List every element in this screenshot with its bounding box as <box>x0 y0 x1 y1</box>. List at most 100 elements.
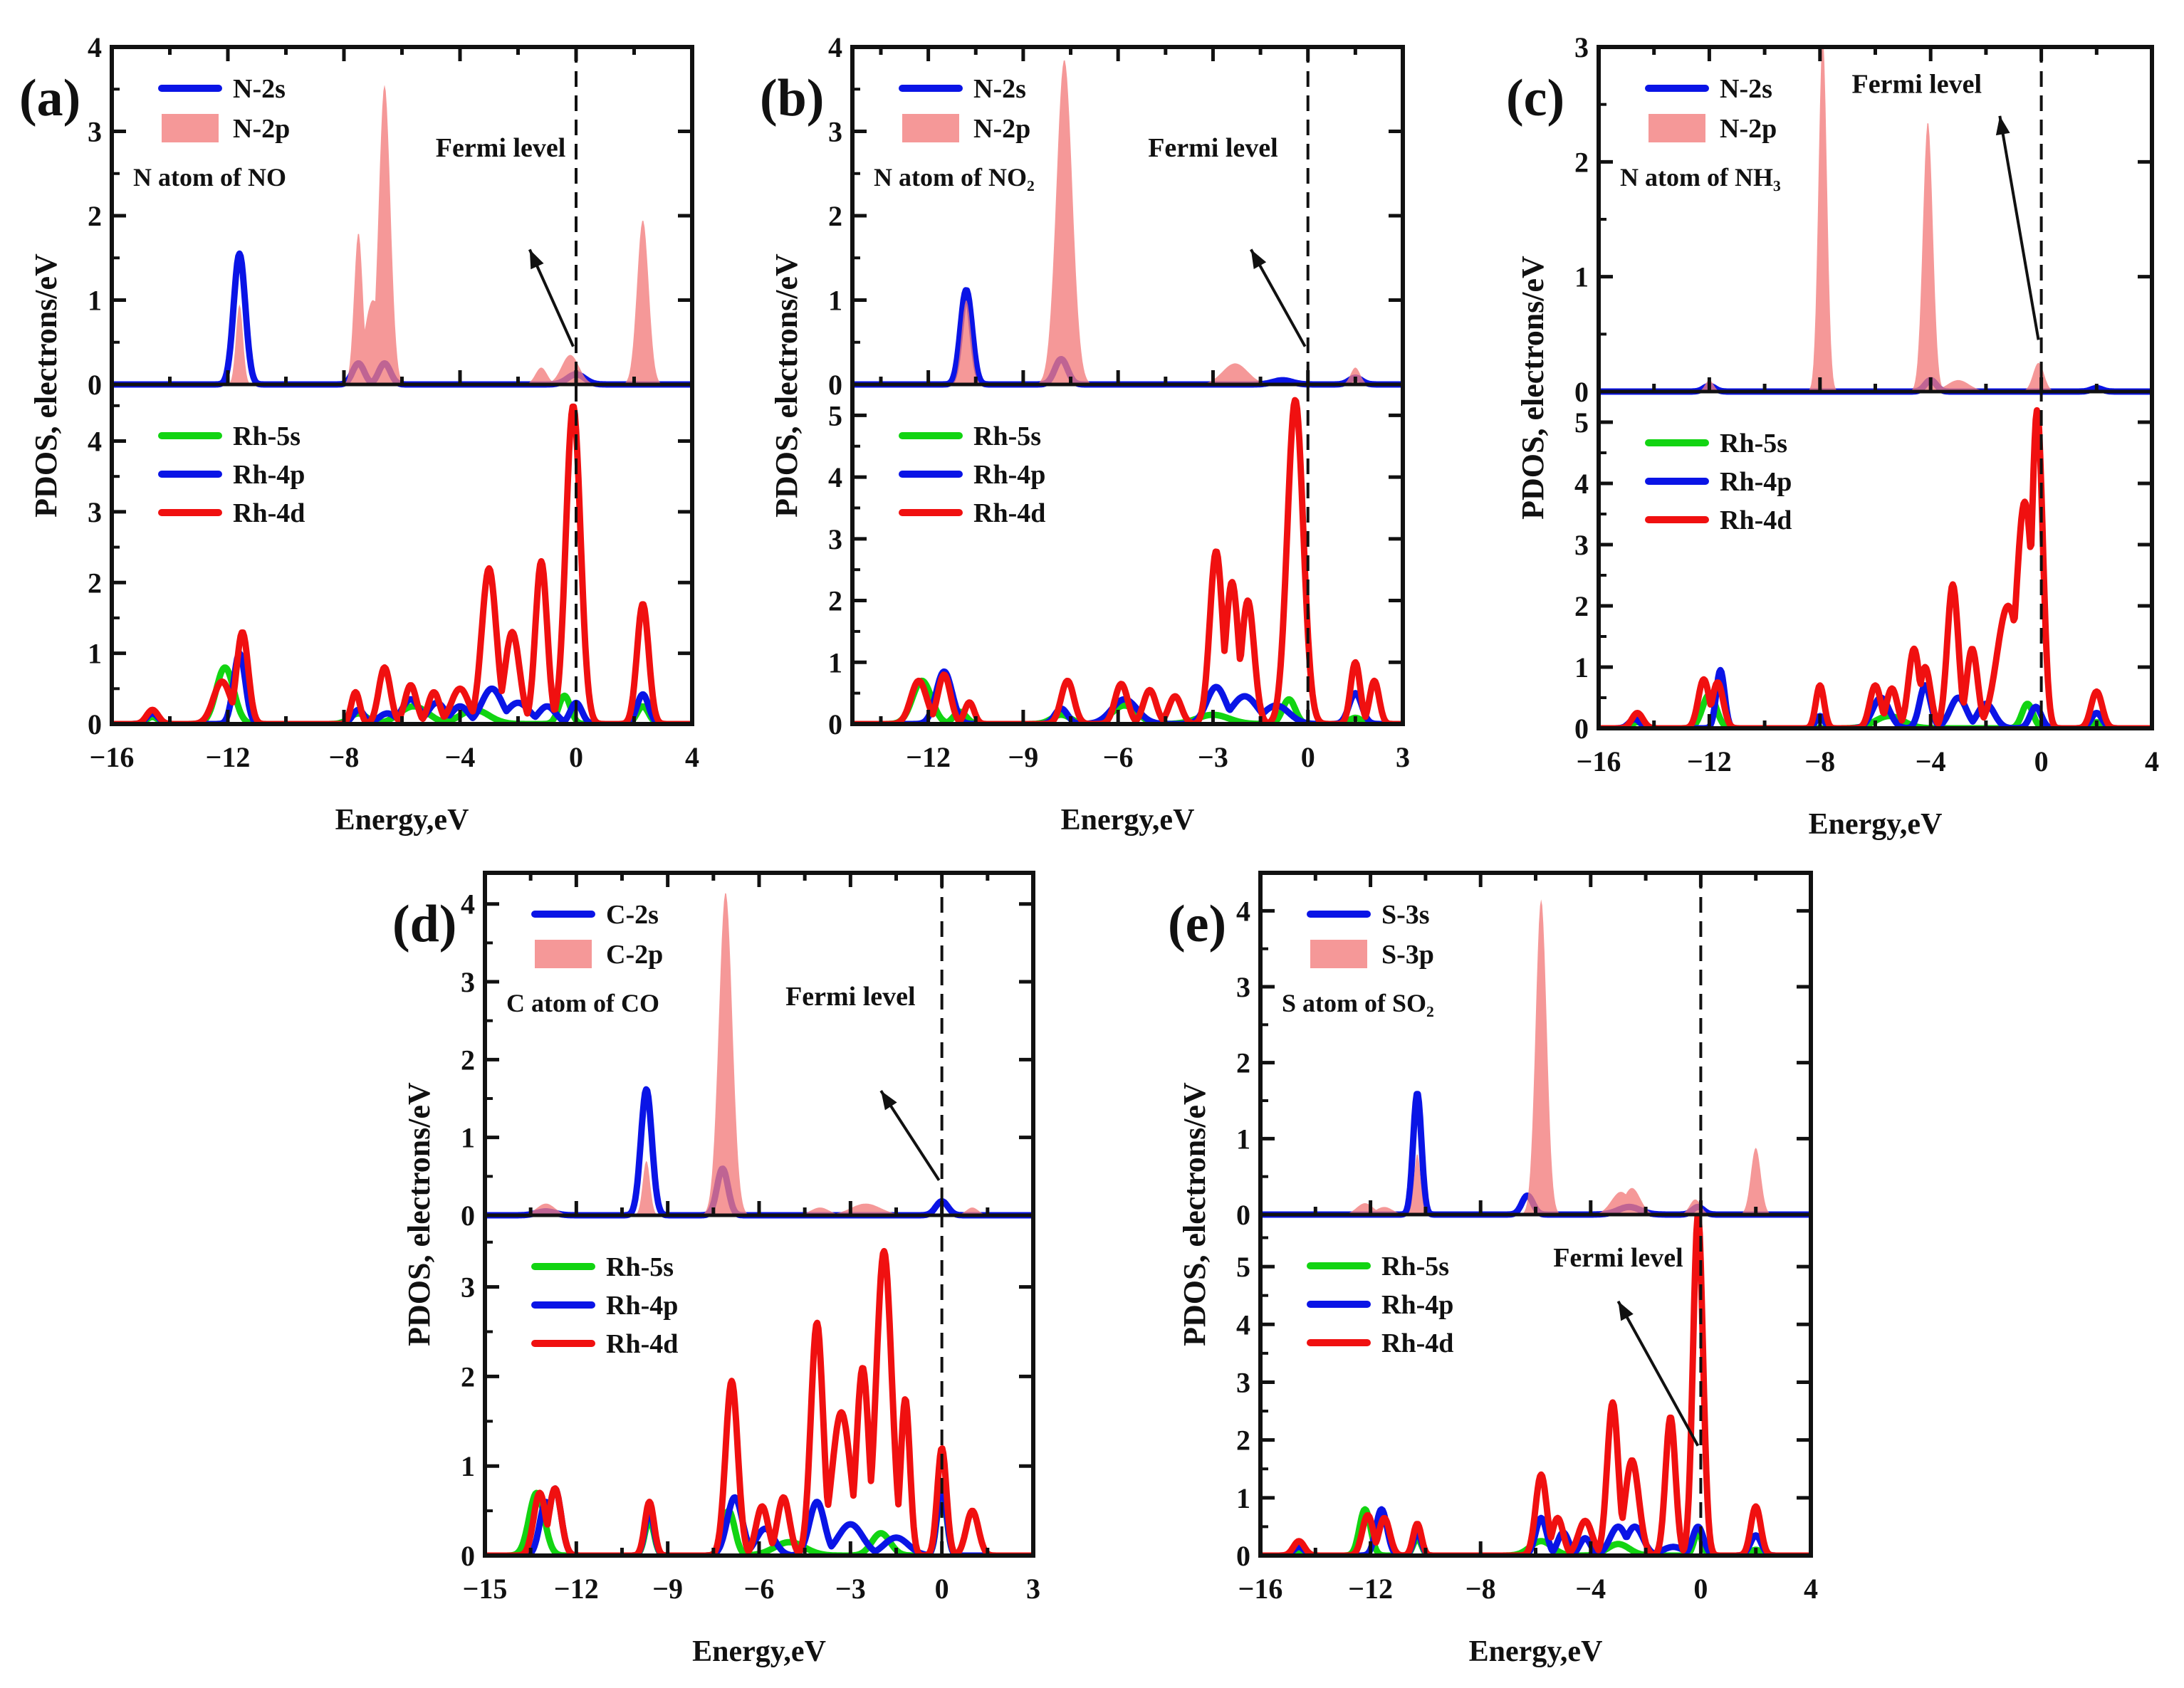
fermi-level-label: Fermi level <box>1852 70 1982 100</box>
x-tick-label: −4 <box>445 741 476 773</box>
series-Rh-4p-line <box>1260 1506 1811 1556</box>
molecule-annotation: C atom of CO <box>506 989 659 1017</box>
fermi-level-label: Fermi level <box>1148 133 1278 163</box>
legend-label: Rh-4d <box>973 498 1045 528</box>
series-S-3p-area <box>1260 899 1811 1215</box>
x-tick-label: 3 <box>1026 1573 1040 1605</box>
x-tick-label: −8 <box>1804 745 1835 777</box>
series-Rh-4d-line <box>112 403 692 724</box>
legend-label: Rh-4p <box>606 1291 678 1321</box>
y-tick-label: 5 <box>1574 407 1589 439</box>
x-axis-label: Energy,eV <box>1809 808 1943 841</box>
legend-label: N-2p <box>1720 114 1777 144</box>
y-tick-label: 1 <box>88 638 102 670</box>
y-tick-label: 2 <box>1236 1047 1250 1079</box>
molecule-annotation: N atom of NO <box>133 163 286 192</box>
x-tick-label: −3 <box>835 1573 866 1605</box>
legend-label: S-3s <box>1381 900 1430 930</box>
y-tick-label: 4 <box>88 31 102 63</box>
legend-label: Rh-4d <box>606 1329 678 1359</box>
panel-label: (d) <box>392 895 456 953</box>
fermi-arrow-head-icon <box>1995 115 2010 136</box>
x-tick-label: −9 <box>1008 741 1038 773</box>
x-tick-label: 0 <box>935 1573 949 1605</box>
x-tick-label: −4 <box>1575 1573 1606 1605</box>
panel-b: −12 −9 −6 −3 0 3 0 1 2 3 4 0 1 2 3 4 5 Energy,eV PDOS, ele… <box>760 31 1410 837</box>
legend-label: Rh-5s <box>606 1252 674 1282</box>
legend-label: Rh-4p <box>1720 467 1792 497</box>
legend-swatch-N-2p <box>162 114 219 142</box>
y-tick-label: 2 <box>1574 146 1589 178</box>
x-tick-label: 3 <box>1396 741 1410 773</box>
legend-swatch-N-2p <box>902 114 959 142</box>
x-tick-label: 0 <box>2034 745 2049 777</box>
fermi-arrow-head-icon <box>881 1091 897 1111</box>
x-tick-label: 0 <box>1301 741 1315 773</box>
y-tick-label: 2 <box>828 585 842 617</box>
y-tick-label: 4 <box>88 426 102 458</box>
x-tick-label: −12 <box>906 741 951 773</box>
legend-label: Rh-4d <box>1720 505 1792 535</box>
legend-swatch-N-2p <box>1649 114 1705 142</box>
legend-label: C-2s <box>606 900 659 930</box>
x-tick-label: −12 <box>1348 1573 1393 1605</box>
x-tick-label: 4 <box>2145 745 2159 777</box>
x-tick-label: −8 <box>329 741 360 773</box>
legend-label: C-2p <box>606 940 663 970</box>
panel-label: (a) <box>19 69 80 127</box>
legend-label: Rh-4p <box>1381 1290 1453 1320</box>
x-axis-label: Energy,eV <box>1469 1635 1603 1668</box>
y-tick-label: 2 <box>1574 590 1589 622</box>
fermi-arrow-head-icon <box>1618 1301 1634 1321</box>
x-tick-label: 0 <box>1693 1573 1708 1605</box>
y-axis-label: PDOS, electrons/eV <box>1177 1082 1212 1346</box>
y-tick-label: 0 <box>88 708 102 740</box>
y-tick-label: 1 <box>461 1450 475 1482</box>
y-tick-label: 4 <box>461 888 475 921</box>
y-tick-label: 3 <box>828 523 842 555</box>
legend-label: Rh-5s <box>973 421 1041 451</box>
x-tick-label: −9 <box>652 1573 683 1605</box>
molecule-annotation: N atom of NH₃ <box>1620 163 1781 192</box>
y-tick-label: 3 <box>1574 31 1589 63</box>
series-N-2s-line <box>852 287 1403 388</box>
legend-label: S-3p <box>1381 940 1434 970</box>
panel-e: −16 −12 −8 −4 0 4 0 1 2 3 4 0 1 2 3 4 5 Energy,eV PDOS, el… <box>1168 871 1818 1668</box>
y-tick-label: 4 <box>1574 468 1589 500</box>
panel-label: (b) <box>760 69 824 127</box>
legend-label: N-2s <box>973 74 1026 104</box>
legend-label: Rh-5s <box>1720 429 1787 458</box>
y-tick-label: 1 <box>828 285 842 317</box>
x-tick-label: 4 <box>1804 1573 1818 1605</box>
x-tick-label: −6 <box>744 1573 775 1605</box>
y-tick-label: 0 <box>1236 1540 1250 1572</box>
legend-swatch-C-2p <box>535 940 592 968</box>
y-axis-label: PDOS, electrons/eV <box>769 253 804 518</box>
series-N-2p-area <box>852 60 1403 385</box>
panel-label: (e) <box>1168 895 1226 953</box>
legend-label: N-2s <box>233 74 286 104</box>
series-N-2s-line <box>112 250 692 388</box>
legend-label: Rh-4d <box>233 498 305 528</box>
y-tick-label: 1 <box>1574 261 1589 293</box>
y-tick-label: 4 <box>828 31 842 63</box>
legend-label: Rh-4p <box>233 460 305 490</box>
y-tick-label: 3 <box>461 966 475 998</box>
y-axis-label: PDOS, electrons/eV <box>1515 256 1550 520</box>
y-tick-label: 0 <box>461 1540 475 1572</box>
fermi-arrow-head-icon <box>529 249 544 270</box>
fermi-level-label: Fermi level <box>785 982 916 1012</box>
y-tick-label: 0 <box>1574 713 1589 745</box>
y-tick-label: 2 <box>88 567 102 599</box>
x-tick-label: −16 <box>1238 1573 1283 1605</box>
fermi-arrow-head-icon <box>1250 249 1267 269</box>
series-Rh-4d-line <box>852 397 1403 724</box>
x-tick-label: −12 <box>206 741 251 773</box>
legend-label: N-2p <box>233 114 290 144</box>
y-tick-label: 3 <box>1574 529 1589 561</box>
y-tick-label: 3 <box>88 116 102 148</box>
y-tick-label: 0 <box>1574 376 1589 408</box>
y-tick-label: 0 <box>461 1200 475 1232</box>
plot-area <box>852 60 1403 724</box>
x-tick-label: −15 <box>463 1573 508 1605</box>
